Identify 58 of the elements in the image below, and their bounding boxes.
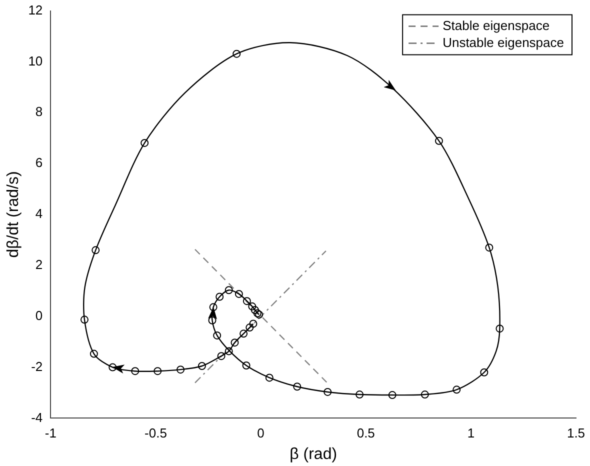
point [224, 286, 233, 294]
point [249, 320, 258, 328]
legend-label: Stable eigenspace [442, 18, 550, 33]
x-tick-label: -0.5 [144, 426, 167, 441]
point [234, 290, 243, 298]
point [217, 352, 226, 360]
x-tick-label: 1 [467, 426, 475, 441]
x-tick-label: 0.5 [356, 426, 375, 441]
y-tick-label: 8 [35, 104, 43, 120]
y-tick-label: 2 [35, 257, 43, 272]
y-tick-label: 10 [28, 53, 43, 68]
x-tick-label: 1.5 [566, 426, 586, 441]
point [154, 367, 162, 376]
point [420, 390, 429, 399]
point [293, 382, 302, 391]
point [108, 363, 117, 372]
point [324, 388, 332, 396]
point [208, 316, 216, 324]
point [496, 324, 504, 333]
point [140, 138, 149, 147]
point [480, 368, 488, 376]
y-tick-label: 0 [35, 308, 43, 323]
point [176, 366, 185, 374]
point [356, 390, 364, 399]
legend-label: Unstable eigenspace [442, 34, 564, 50]
y-tick-label: 4 [35, 206, 43, 222]
point [255, 310, 264, 319]
point [452, 386, 461, 394]
point [485, 244, 494, 252]
point [232, 50, 241, 58]
point [216, 292, 224, 301]
y-axis-title: dβ/dt (rad/s) [5, 171, 22, 258]
point [224, 347, 233, 356]
x-axis-title: β (rad) [290, 446, 338, 463]
x-tick-label: -1 [44, 426, 56, 441]
point [388, 391, 396, 400]
x-tick-label: 0 [257, 426, 264, 441]
point [80, 316, 88, 324]
point [250, 306, 259, 314]
point [242, 297, 251, 306]
point [230, 338, 239, 347]
point [246, 324, 254, 332]
point [131, 367, 140, 376]
point [248, 302, 256, 310]
point [209, 303, 218, 312]
point [265, 374, 274, 382]
y-tick-label: -2 [31, 358, 43, 374]
point [434, 136, 443, 145]
y-tick-label: -4 [31, 410, 43, 425]
point [198, 362, 206, 370]
point [242, 361, 250, 370]
point [90, 350, 98, 358]
point [240, 330, 248, 338]
y-tick-label: 6 [35, 155, 43, 170]
y-tick-label: 12 [28, 2, 43, 18]
point [253, 309, 262, 318]
point [213, 331, 222, 340]
point [92, 246, 100, 254]
